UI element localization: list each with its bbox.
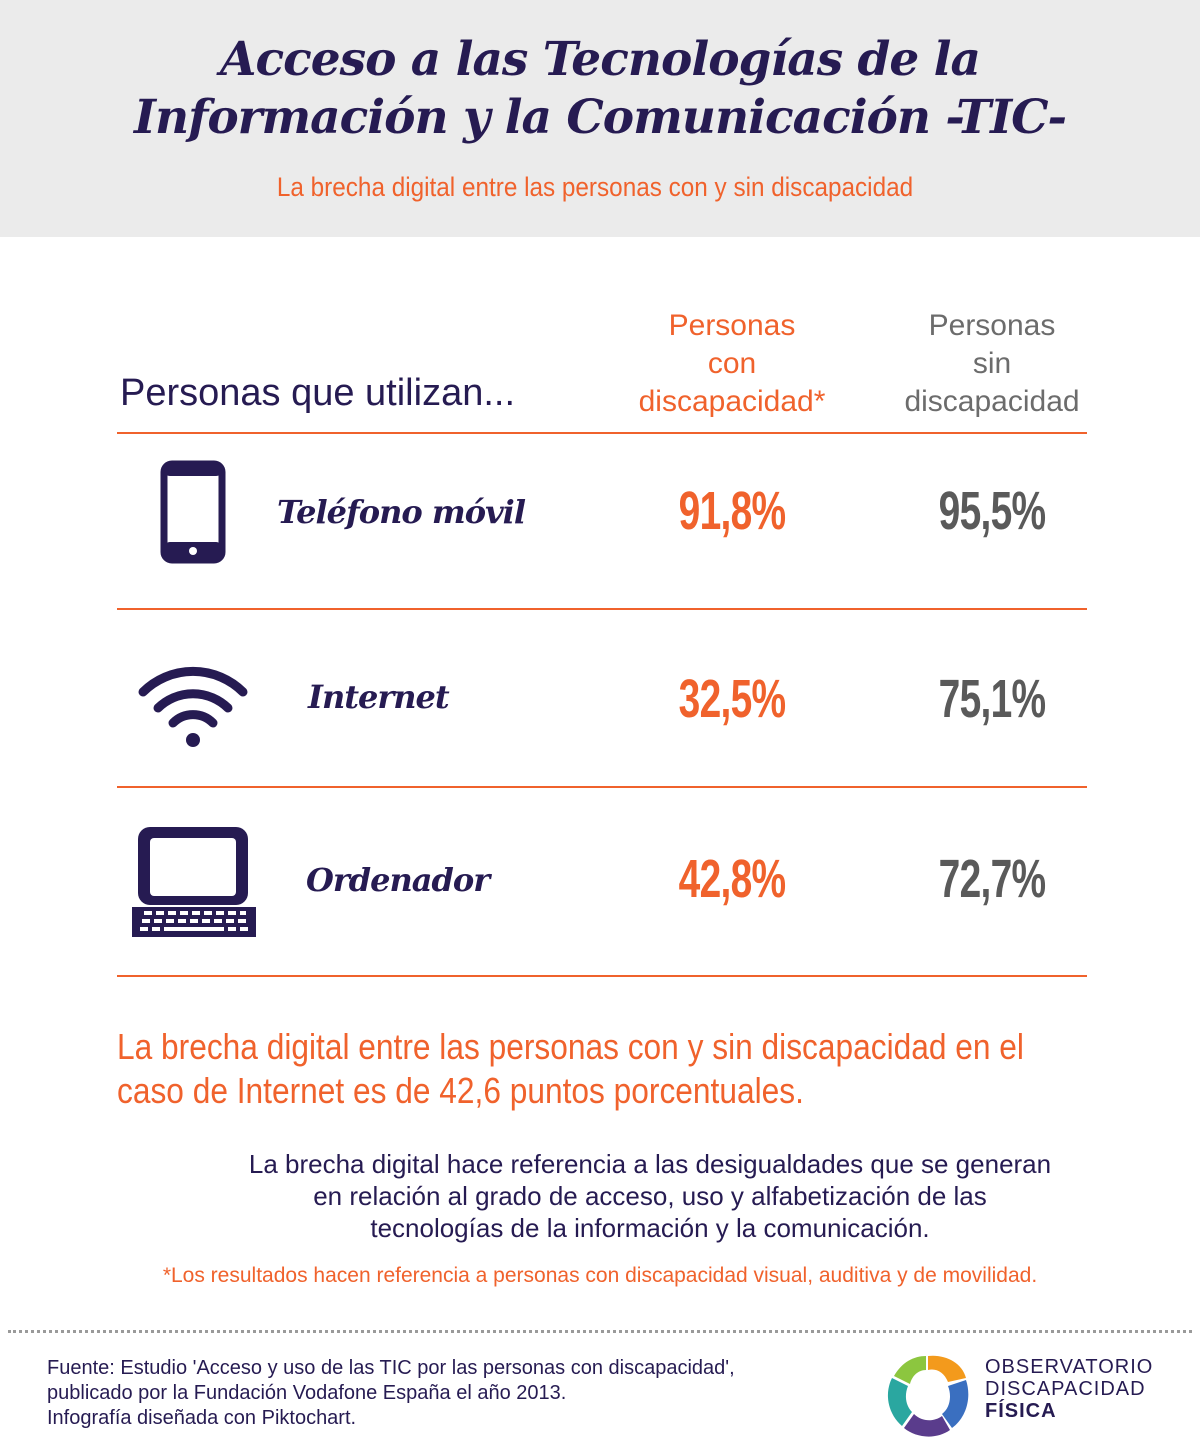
value-con-ordenador: 42,8% [678,849,786,909]
wifi-icon [138,666,248,747]
column-header-line: Personas [928,309,1056,342]
highlight-line: La brecha digital entre las personas con… [117,1026,1024,1067]
observatorio-logo-text: OBSERVATORIO DISCAPACIDAD FÍSICA [985,1356,1153,1422]
title-line-1: Acceso a las Tecnologías de la [220,32,981,87]
column-header-con-discapacidad: Personas con discapacidad* [612,307,852,421]
definition-line: tecnologías de la información y la comun… [370,1213,930,1243]
column-header-line: sin [972,347,1012,380]
highlight-line: caso de Internet es de 42,6 puntos porce… [117,1070,804,1111]
column-header-sin-discapacidad: Personas sin discapacidad [872,307,1112,421]
logo-line: FÍSICA [985,1400,1057,1422]
source-line: publicado por la Fundación Vodafone Espa… [47,1382,567,1404]
value-sin-telefono: 95,5% [938,481,1046,541]
column-header-line: discapacidad [904,385,1080,418]
definition-text: La brecha digital hace referencia a las … [130,1148,1170,1244]
column-header-line: discapacidad* [638,385,826,418]
source-line: Infografía diseñada con Piktochart. [47,1407,357,1429]
row-header: Personas que utilizan... [120,372,516,414]
value-sin-internet: 75,1% [938,669,1046,729]
value-sin-ordenador: 72,7% [938,849,1046,909]
header-band: Acceso a las Tecnologías de la Informaci… [0,0,1200,237]
subtitle: La brecha digital entre las personas con… [276,172,914,202]
row-label-telefono: Teléfono móvil [277,493,526,531]
footnote: *Los resultados hacen referencia a perso… [162,1264,1038,1287]
value-con-internet: 32,5% [678,669,786,729]
logo-line: DISCAPACIDAD [985,1378,1146,1400]
highlight-statement: La brecha digital entre las personas con… [117,1025,1024,1113]
source-credits: Fuente: Estudio 'Acceso y uso de las TIC… [47,1356,735,1431]
dotted-separator [8,1330,1192,1333]
divider [117,608,1087,610]
row-label-ordenador: Ordenador [306,861,490,899]
divider [117,786,1087,788]
source-line: Fuente: Estudio 'Acceso y uso de las TIC… [47,1357,735,1379]
definition-line: La brecha digital hace referencia a las … [248,1149,1052,1179]
column-header-line: Personas [668,309,796,342]
observatorio-logo-icon [887,1355,969,1437]
row-label-internet: Internet [308,678,450,716]
mobile-phone-icon [160,460,226,564]
divider [117,432,1087,434]
definition-line: en relación al grado de acceso, uso y al… [313,1181,987,1211]
laptop-icon [132,827,256,937]
value-con-telefono: 91,8% [678,481,786,541]
title-line-2: Información y la Comunicación -TIC- [133,90,1067,145]
divider [117,975,1087,977]
column-header-line: con [707,347,757,380]
logo-line: OBSERVATORIO [985,1356,1154,1378]
